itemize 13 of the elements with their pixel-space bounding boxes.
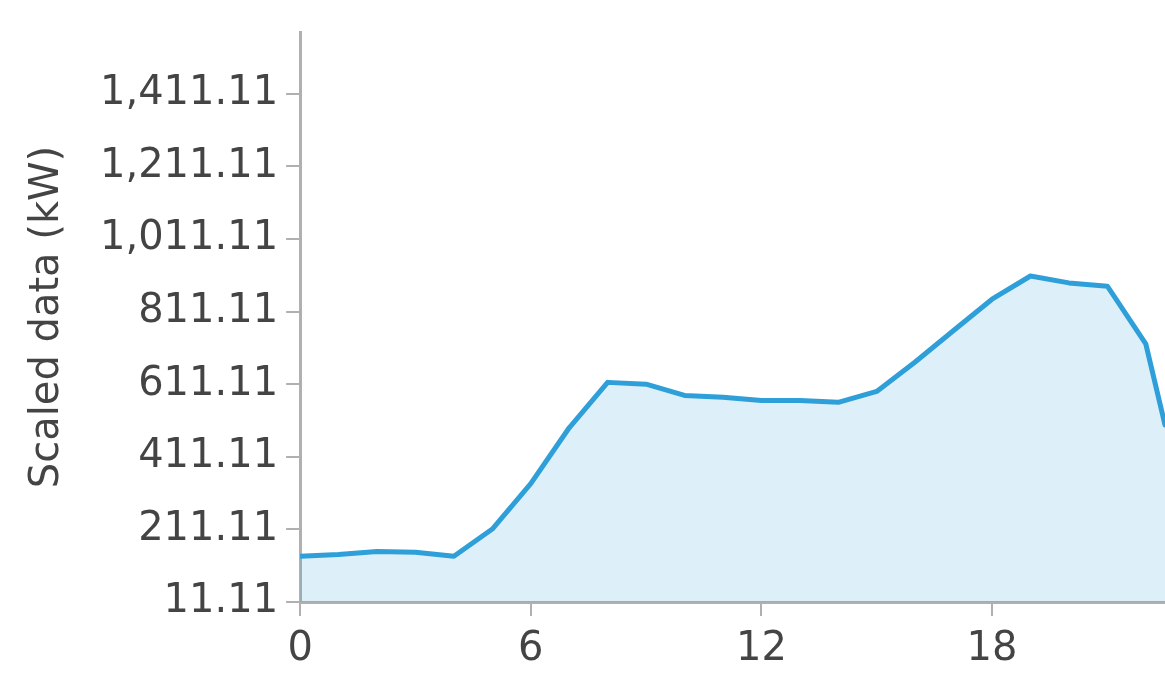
y-tick-label: 411.11	[138, 430, 279, 477]
x-tick-label: 18	[966, 623, 1018, 670]
y-tick-label: 1,211.11	[100, 139, 279, 186]
y-tick-label: 611.11	[138, 357, 279, 404]
x-tick-label: 12	[735, 623, 787, 670]
x-tick-label: 6	[518, 623, 544, 670]
y-tick-label: 811.11	[138, 284, 279, 331]
y-tick-label: 11.11	[163, 575, 279, 622]
y-tick-label: 1,011.11	[100, 212, 279, 259]
x-tick-label: 0	[287, 623, 313, 670]
y-axis-title: Scaled data (kW)	[21, 145, 68, 489]
y-tick-label: 211.11	[138, 502, 279, 549]
y-tick-label: 1,411.11	[100, 67, 279, 114]
